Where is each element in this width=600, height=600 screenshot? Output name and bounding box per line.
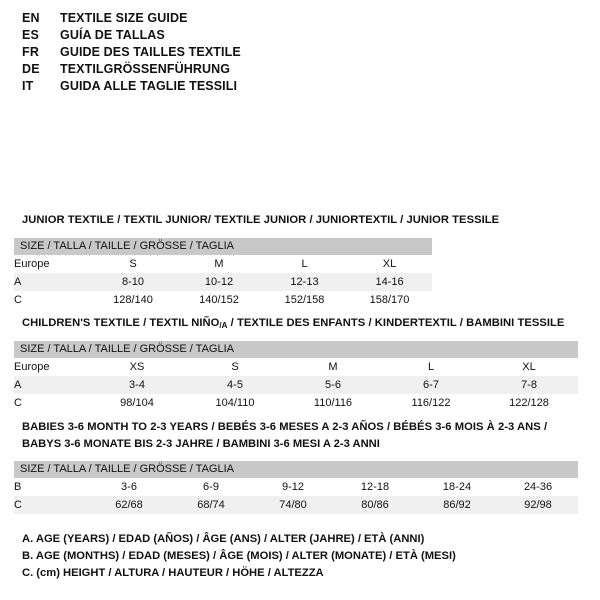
cell-value: 9-12 [252,478,334,496]
cell-value: 7-8 [480,376,579,394]
language-code: EN [22,11,40,25]
row-label: C [14,394,88,412]
cell-value: 6-9 [170,478,252,496]
band-label: SIZE / TALLA / TAILLE / GRÖSSE / TAGLIA [14,341,579,358]
cell-value: 116/122 [382,394,480,412]
children-heading-pre: CHILDREN'S TEXTILE / TEXTIL NIÑO [22,317,220,329]
cell-value: S [90,255,176,273]
language-code: ES [22,28,40,42]
language-code: FR [22,45,40,59]
babies-section-heading-line1: BABIES 3-6 MONTH TO 2-3 YEARS / BEBÉS 3-… [22,421,548,433]
language-row: IT GUIDA ALLE TAGLIE TESSILI [22,78,442,95]
cell-value: L [262,255,347,273]
cell-value: 80/86 [334,496,416,514]
cell-value: 68/74 [170,496,252,514]
cell-value: 128/140 [90,291,176,309]
legend-row-a: A. AGE (YEARS) / EDAD (AÑOS) / ÂGE (ANS)… [22,533,425,545]
table-band-row: SIZE / TALLA / TAILLE / GRÖSSE / TAGLIA [14,461,579,478]
cell-value: 74/80 [252,496,334,514]
language-title-block: EN TEXTILE SIZE GUIDE ES GUÍA DE TALLAS … [22,10,442,95]
language-title: TEXTILE SIZE GUIDE [60,11,188,25]
babies-section-heading-line2: BABYS 3-6 MONATE BIS 2-3 JAHRE / BAMBINI… [22,438,380,450]
junior-section-heading: JUNIOR TEXTILE / TEXTIL JUNIOR/ TEXTILE … [22,214,500,226]
table-row: Europe XS S M L XL [14,358,579,376]
language-row: DE TEXTILGRÖSSENFÜHRUNG [22,61,442,78]
table-row: A 3-4 4-5 5-6 6-7 7-8 [14,376,579,394]
language-title: GUIDA ALLE TAGLIE TESSILI [60,79,238,93]
row-label: A [14,376,88,394]
language-row: ES GUÍA DE TALLAS [22,27,442,44]
cell-value: 3-6 [88,478,170,496]
language-row: EN TEXTILE SIZE GUIDE [22,10,442,27]
language-code: DE [22,62,40,76]
babies-size-table: SIZE / TALLA / TAILLE / GRÖSSE / TAGLIA … [14,461,579,514]
cell-value: 98/104 [88,394,186,412]
row-label: Europe [14,255,90,273]
table-row: C 62/68 68/74 74/80 80/86 86/92 92/98 [14,496,579,514]
cell-value: 3-4 [88,376,186,394]
children-heading-post: / TEXTILE DES ENFANTS / KINDERTEXTIL / B… [227,317,565,329]
legend-block: A. AGE (YEARS) / EDAD (AÑOS) / ÂGE (ANS)… [22,531,456,582]
cell-value: XL [347,255,433,273]
cell-value: 104/110 [186,394,284,412]
cell-value: M [176,255,262,273]
cell-value: 10-12 [176,273,262,291]
language-title: TEXTILGRÖSSENFÜHRUNG [60,62,231,76]
table-row: C 98/104 104/110 110/116 116/122 122/128 [14,394,579,412]
cell-value: XS [88,358,186,376]
row-label: Europe [14,358,88,376]
language-title: GUÍA DE TALLAS [60,28,165,42]
cell-value: 18-24 [416,478,498,496]
table-band-row: SIZE / TALLA / TAILLE / GRÖSSE / TAGLIA [14,238,433,255]
language-row: FR GUIDE DES TAILLES TEXTILE [22,44,442,61]
table-row: A 8-10 10-12 12-13 14-16 [14,273,433,291]
cell-value: M [284,358,382,376]
cell-value: 12-13 [262,273,347,291]
table-row: Europe S M L XL [14,255,433,273]
legend-row-b: B. AGE (MONTHS) / EDAD (MESES) / ÂGE (MO… [22,550,456,562]
table-band-row: SIZE / TALLA / TAILLE / GRÖSSE / TAGLIA [14,341,579,358]
cell-value: S [186,358,284,376]
cell-value: 110/116 [284,394,382,412]
table-row: C 128/140 140/152 152/158 158/170 [14,291,433,309]
cell-value: 158/170 [347,291,433,309]
cell-value: 8-10 [90,273,176,291]
cell-value: 6-7 [382,376,480,394]
junior-size-table: SIZE / TALLA / TAILLE / GRÖSSE / TAGLIA … [14,238,433,309]
cell-value: 92/98 [498,496,579,514]
cell-value: XL [480,358,579,376]
band-label: SIZE / TALLA / TAILLE / GRÖSSE / TAGLIA [14,461,579,478]
row-label: A [14,273,90,291]
cell-value: 14-16 [347,273,433,291]
cell-value: L [382,358,480,376]
children-heading-sub: /A [219,321,228,330]
cell-value: 24-36 [498,478,579,496]
cell-value: 152/158 [262,291,347,309]
cell-value: 5-6 [284,376,382,394]
children-size-table: SIZE / TALLA / TAILLE / GRÖSSE / TAGLIA … [14,341,579,412]
cell-value: 86/92 [416,496,498,514]
band-label: SIZE / TALLA / TAILLE / GRÖSSE / TAGLIA [14,238,433,255]
legend-row-c: C. (cm) HEIGHT / ALTURA / HAUTEUR / HÖHE… [22,567,324,579]
height-illustration: C [440,0,600,212]
cell-value: 62/68 [88,496,170,514]
row-label: B [14,478,88,496]
children-section-heading: CHILDREN'S TEXTILE / TEXTIL NIÑO/A / TEX… [22,317,564,330]
row-label: C [14,291,90,309]
cell-value: 4-5 [186,376,284,394]
cell-value: 140/152 [176,291,262,309]
table-row: B 3-6 6-9 9-12 12-18 18-24 24-36 [14,478,579,496]
language-title: GUIDE DES TAILLES TEXTILE [60,45,241,59]
row-label: C [14,496,88,514]
language-code: IT [22,79,34,93]
cell-value: 12-18 [334,478,416,496]
cell-value: 122/128 [480,394,579,412]
